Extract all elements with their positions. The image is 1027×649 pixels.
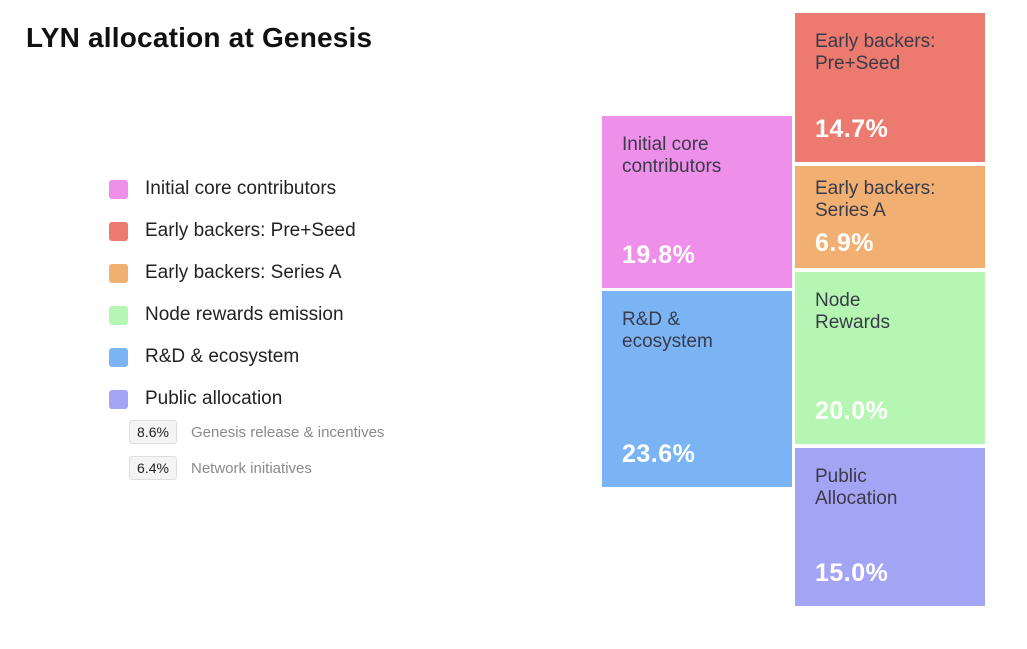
sub-allocation-badge: 6.4% <box>129 456 177 480</box>
sub-allocation-item: 6.4% Network initiatives <box>129 450 384 486</box>
block-value: 23.6% <box>622 440 696 468</box>
legend-label: Initial core contributors <box>145 178 337 199</box>
treemap-block-rnd: R&D & ecosystem 23.6% <box>602 291 792 487</box>
block-label: Node Rewards <box>815 290 890 333</box>
treemap-block-public: Public Allocation 15.0% <box>795 448 985 606</box>
legend-label: R&D & ecosystem <box>145 346 300 367</box>
legend-label: Early backers: Series A <box>145 262 342 283</box>
public-allocation-breakdown: 8.6% Genesis release & incentives 6.4% N… <box>129 414 384 486</box>
treemap-block-series-a: Early backers: Series A 6.9% <box>795 166 985 268</box>
treemap-block-initial-core: Initial core contributors 19.8% <box>602 116 792 288</box>
block-label: Early backers: Series A <box>815 178 936 221</box>
legend-item-initial-core: Initial core contributors <box>109 168 429 210</box>
chart-title: LYN allocation at Genesis <box>26 22 373 53</box>
legend: Initial core contributors Early backers:… <box>109 168 429 420</box>
legend-item-public: Public allocation <box>109 378 429 420</box>
legend-item-node-rewards: Node rewards emission <box>109 294 429 336</box>
legend-swatch <box>109 221 128 241</box>
sub-allocation-label: Network initiatives <box>191 459 312 477</box>
block-label: Early backers: Pre+Seed <box>815 31 936 74</box>
sub-allocation-label: Genesis release & incentives <box>191 423 385 441</box>
block-value: 20.0% <box>815 397 889 425</box>
block-value: 15.0% <box>815 559 889 587</box>
legend-item-pre-seed: Early backers: Pre+Seed <box>109 210 429 252</box>
block-label: Public Allocation <box>815 466 898 509</box>
legend-item-rnd: R&D & ecosystem <box>109 336 429 378</box>
treemap-block-node-rewards: Node Rewards 20.0% <box>795 272 985 444</box>
legend-swatch <box>109 179 128 199</box>
sub-allocation-item: 8.6% Genesis release & incentives <box>129 414 384 450</box>
block-label: R&D & ecosystem <box>622 309 713 352</box>
legend-label: Early backers: Pre+Seed <box>145 220 356 241</box>
block-value: 14.7% <box>815 115 889 143</box>
legend-label: Public allocation <box>145 388 283 409</box>
block-label: Initial core contributors <box>622 134 722 177</box>
legend-swatch <box>109 389 128 409</box>
sub-allocation-badge: 8.6% <box>129 420 177 444</box>
block-value: 19.8% <box>622 241 696 269</box>
legend-swatch <box>109 263 128 283</box>
legend-swatch <box>109 347 128 367</box>
block-value: 6.9% <box>815 229 874 257</box>
legend-item-series-a: Early backers: Series A <box>109 252 429 294</box>
treemap-block-pre-seed: Early backers: Pre+Seed 14.7% <box>795 13 985 162</box>
legend-swatch <box>109 305 128 325</box>
legend-label: Node rewards emission <box>145 304 344 325</box>
